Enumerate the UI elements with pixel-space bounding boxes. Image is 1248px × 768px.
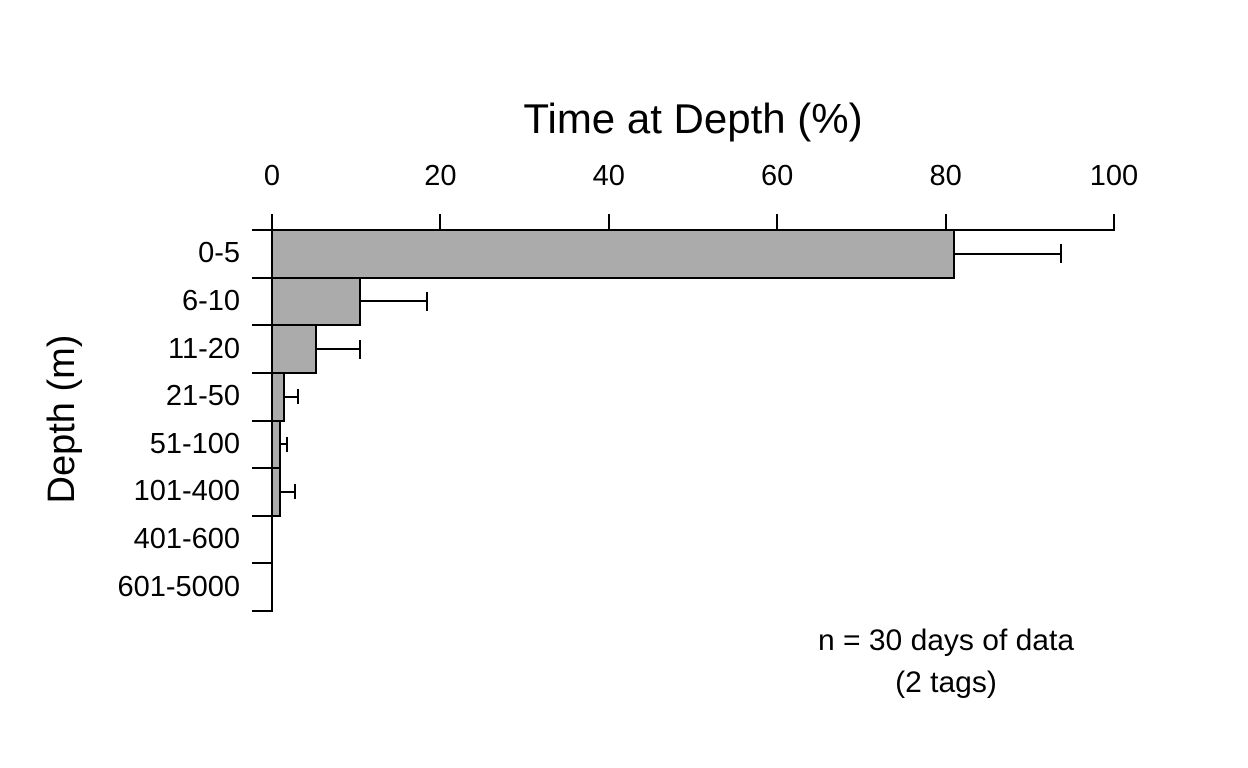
y-axis-title: Depth (m)	[41, 334, 83, 504]
error-bar-line	[954, 252, 1061, 255]
bar	[271, 324, 317, 374]
error-bar-cap	[359, 339, 362, 359]
x-tick-label: 60	[761, 160, 794, 192]
error-bar-line	[280, 443, 288, 446]
error-bar-cap	[297, 389, 300, 405]
y-tick	[252, 562, 272, 565]
error-bar-cap	[286, 436, 289, 452]
x-tick-label: 100	[1089, 160, 1139, 192]
annotation-line-1: n = 30 days of data	[817, 624, 1075, 657]
bar	[271, 371, 285, 422]
x-tick	[944, 214, 947, 229]
x-tick	[776, 214, 779, 229]
y-tick	[252, 514, 272, 517]
category-label: 101-400	[133, 475, 240, 508]
error-bar-cap	[1059, 244, 1062, 264]
y-tick	[252, 276, 272, 279]
category-label: 11-20	[167, 332, 240, 365]
x-tick	[439, 214, 442, 229]
category-label: 21-50	[165, 380, 240, 413]
category-label: 0-5	[198, 237, 240, 270]
x-tick-label: 80	[929, 160, 962, 192]
error-bar-cap	[425, 291, 428, 311]
y-tick	[252, 467, 272, 470]
error-bar-line	[315, 348, 361, 351]
y-tick	[252, 324, 272, 327]
bar	[271, 276, 362, 327]
y-tick	[252, 229, 272, 231]
y-tick	[252, 610, 272, 612]
x-tick-label: 20	[424, 160, 457, 192]
error-bar-line	[280, 490, 295, 493]
sample-size-annotation: n = 30 days of data (2 tags)	[696, 620, 1196, 704]
category-label: 6-10	[181, 284, 240, 317]
x-tick	[271, 214, 273, 229]
x-tick-label: 40	[592, 160, 625, 192]
error-bar-cap	[293, 484, 296, 500]
category-label: 51-100	[149, 427, 240, 460]
y-tick	[252, 371, 272, 374]
bar	[271, 467, 282, 517]
x-tick-label: 0	[263, 160, 281, 192]
x-tick	[1113, 214, 1115, 229]
x-tick	[607, 214, 610, 229]
category-label: 601-5000	[117, 570, 240, 603]
category-label: 401-600	[133, 523, 240, 556]
error-bar-line	[283, 395, 299, 398]
error-bar-line	[360, 300, 427, 303]
bar	[271, 229, 956, 279]
chart-title: Time at Depth (%)	[523, 95, 863, 142]
annotation-line-2: (2 tags)	[895, 666, 997, 699]
y-tick	[252, 419, 272, 422]
